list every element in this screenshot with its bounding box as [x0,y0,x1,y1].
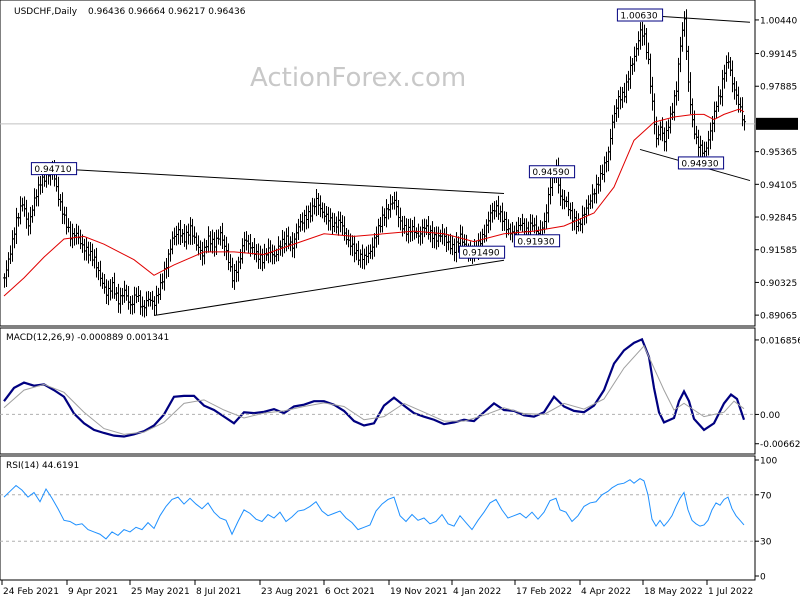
rsi-tick-label: 100 [760,457,777,467]
price-title: USDCHF,Daily [14,7,78,17]
watermark: ActionForex.com [250,63,466,93]
trendline [53,168,505,195]
price-tick-label: 0.90325 [760,279,797,289]
current-price-label: 0.96436 [760,120,797,130]
rsi-tick-label: 0 [760,573,766,583]
macd-tick-label: 0.016856 [760,336,800,346]
x-tick-label: 4 Jan 2022 [453,587,501,597]
price-annotation-box [513,234,561,248]
x-tick-label: 9 Apr 2021 [68,587,118,597]
x-tick-label: 24 Feb 2021 [3,587,59,597]
price-annotation-label: 0.94590 [532,168,569,178]
x-tick-label: 23 Aug 2021 [261,587,319,597]
trendline [153,259,505,317]
price-annotation-box [30,162,78,176]
current-price-tag [756,117,798,130]
price-tick-label: 0.92845 [760,214,797,224]
rsi-series-layer [0,477,755,542]
x-tick-label: 6 Oct 2021 [325,587,375,597]
moving-average-line [3,108,745,297]
price-tick-label: 0.95365 [760,148,797,158]
price-tick-label: 1.00440 [760,16,797,26]
macd-panel-frame [0,327,756,455]
rsi-tick-label: 70 [760,491,772,501]
axis-layer: 1.00440 0.99145 0.97885 0.96436 0.95365 0.941… [1,16,800,597]
price-panel-frame [0,0,756,327]
rsi-series-line [3,477,745,540]
rsi-title: RSI(14) 44.6191 [6,461,79,471]
x-tick-label: 19 Nov 2021 [390,587,448,597]
x-tick-label: 25 May 2021 [131,587,190,597]
x-tick-label: 1 Jul 2022 [708,587,753,597]
macd-series-layer [0,337,755,438]
rsi-tick-label: 30 [760,538,772,548]
price-tick-label: 0.99145 [760,50,797,60]
price-annotation-label: 0.91490 [462,249,499,259]
price-annotation-box [677,156,725,170]
price-tick-label: 0.89065 [760,312,797,322]
x-tick-label: 8 Jul 2021 [196,587,241,597]
price-series-layer: 0.94710 0.94590 0.91930 0.91490 1.00630 0.949… [0,8,755,318]
price-tick-label: 0.94105 [760,181,797,191]
price-tick-label: 0.91585 [760,246,797,256]
x-tick-label: 4 Apr 2022 [581,587,631,597]
price-annotation-box [616,8,664,22]
price-annotation-label: 1.00630 [620,12,657,22]
price-annotation-box [458,245,506,259]
macd-series-line [3,337,746,438]
price-tick-label: 0.97885 [760,83,797,93]
price-ohlc-text: 0.96436 0.96664 0.96217 0.96436 [88,7,246,17]
rsi-panel-frame [0,455,756,581]
macd-title: MACD(12,26,9) -0.000889 0.001341 [6,333,169,343]
price-annotation-label: 0.94710 [34,165,71,175]
price-annotation-label: 0.91930 [517,237,554,247]
price-annotation-box [528,165,576,179]
x-tick-label: 17 Feb 2022 [516,587,572,597]
macd-tick-label: -0.006629 [760,440,800,450]
x-tick-label: 18 May 2022 [644,587,703,597]
macd-tick-label: 0.00 [760,411,780,421]
price-annotation-label: 0.94930 [681,159,718,169]
macd-series-line [3,345,745,435]
